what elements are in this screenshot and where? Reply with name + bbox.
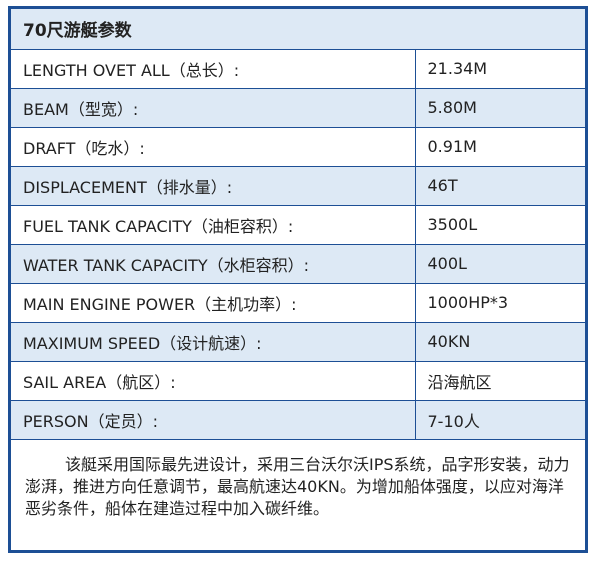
spec-label: MAIN ENGINE POWER（主机功率）: xyxy=(11,283,415,323)
spec-label: DRAFT（吃水）: xyxy=(11,127,415,167)
spec-label: DISPLACEMENT（排水量）: xyxy=(11,166,415,206)
description-paragraph: 该艇采用国际最先进设计，采用三台沃尔沃IPS系统，品字形安装，动力澎湃，推进方向… xyxy=(25,454,570,518)
spec-label: MAXIMUM SPEED（设计航速）: xyxy=(11,322,415,362)
spec-value: 5.80M xyxy=(414,88,585,128)
spec-row-water-tank: WATER TANK CAPACITY（水柜容积）: 400L xyxy=(11,244,585,284)
spec-row-length: LENGTH OVET ALL（总长）: 21.34M xyxy=(11,49,585,89)
spec-label: LENGTH OVET ALL（总长）: xyxy=(11,49,415,89)
spec-label: WATER TANK CAPACITY（水柜容积）: xyxy=(11,244,415,284)
spec-label: BEAM（型宽）: xyxy=(11,88,415,128)
spec-row-engine-power: MAIN ENGINE POWER（主机功率）: 1000HP*3 xyxy=(11,283,585,323)
spec-title: 70尺游艇参数 xyxy=(11,9,585,50)
spec-table: 70尺游艇参数 LENGTH OVET ALL（总长）: 21.34M BEAM… xyxy=(11,9,585,440)
spec-label: FUEL TANK CAPACITY（油柜容积）: xyxy=(11,205,415,245)
spec-value: 21.34M xyxy=(414,49,585,89)
spec-value: 3500L xyxy=(414,205,585,245)
yacht-spec-sheet: 70尺游艇参数 LENGTH OVET ALL（总长）: 21.34M BEAM… xyxy=(8,6,588,553)
spec-value: 46T xyxy=(414,166,585,206)
spec-row-sail-area: SAIL AREA（航区）: 沿海航区 xyxy=(11,361,585,401)
spec-row-beam: BEAM（型宽）: 5.80M xyxy=(11,88,585,128)
spec-value: 沿海航区 xyxy=(414,361,585,401)
spec-value: 400L xyxy=(414,244,585,284)
spec-row-max-speed: MAXIMUM SPEED（设计航速）: 40KN xyxy=(11,322,585,362)
spec-title-row: 70尺游艇参数 xyxy=(11,9,585,50)
spec-label: PERSON（定员）: xyxy=(11,400,415,440)
spec-row-fuel-tank: FUEL TANK CAPACITY（油柜容积）: 3500L xyxy=(11,205,585,245)
spec-value: 40KN xyxy=(414,322,585,362)
spec-row-draft: DRAFT（吃水）: 0.91M xyxy=(11,127,585,167)
spec-row-person: PERSON（定员）: 7-10人 xyxy=(11,400,585,440)
spec-value: 7-10人 xyxy=(414,400,585,440)
spec-row-displacement: DISPLACEMENT（排水量）: 46T xyxy=(11,166,585,206)
spec-value: 1000HP*3 xyxy=(414,283,585,323)
spec-value: 0.91M xyxy=(414,127,585,167)
spec-label: SAIL AREA（航区）: xyxy=(11,361,415,401)
